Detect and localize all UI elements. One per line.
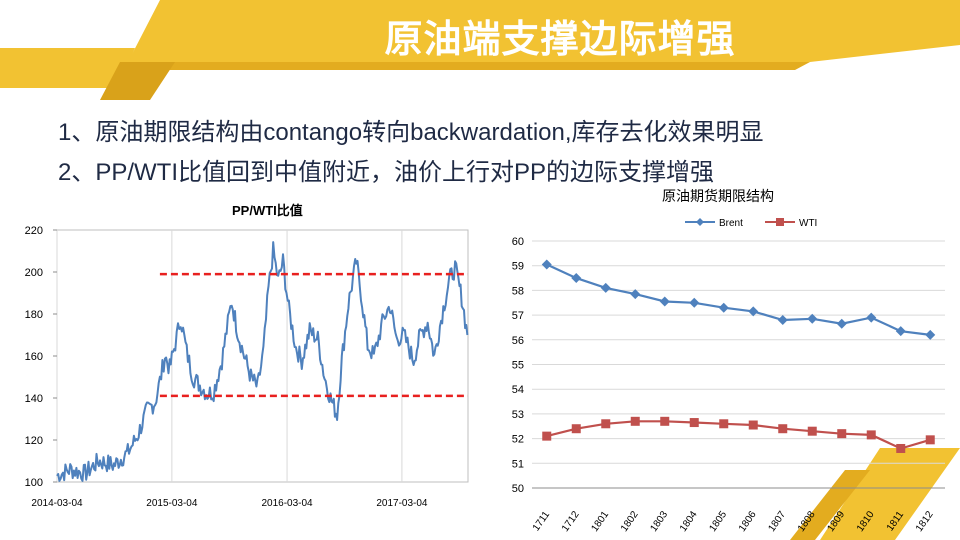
- pp-wti-series-line: [56, 241, 469, 482]
- data-point: [748, 420, 758, 430]
- crude-futures-curve-chart: 50 51 52 53 54 55 56 57 58 59 60 1711 1712 1801 1802 18…: [512, 218, 945, 534]
- x-tick-label: 1805: [707, 509, 729, 534]
- data-point: [630, 289, 641, 300]
- x-tick-label: 1807: [766, 509, 788, 534]
- y-tick-label: 51: [512, 458, 524, 470]
- x-tick-label: 1802: [619, 509, 641, 534]
- data-point: [689, 418, 699, 428]
- data-point: [837, 429, 847, 439]
- data-point: [777, 315, 788, 326]
- legend-marker: [776, 218, 784, 226]
- data-point: [630, 416, 640, 426]
- x-tick-label: 1801: [589, 509, 611, 534]
- x-tick-label: 1712: [560, 509, 582, 534]
- data-point: [925, 435, 935, 445]
- x-tick-label: 2015-03-04: [146, 498, 198, 509]
- y-tick-label: 100: [25, 477, 43, 489]
- data-point: [895, 326, 906, 337]
- x-tick-label: 1811: [885, 509, 907, 533]
- title-banner-shadow: [124, 62, 810, 70]
- y-tick-label: 60: [512, 236, 524, 248]
- data-point: [718, 302, 729, 313]
- x-tick-label: 2014-03-04: [31, 498, 83, 509]
- data-point: [836, 318, 847, 329]
- x-tick-label: 1803: [648, 509, 670, 534]
- y-tick-label: 56: [512, 335, 524, 347]
- y-tick-label: 120: [25, 435, 43, 447]
- legend-label: WTI: [799, 218, 817, 229]
- x-tick-label: 1812: [914, 509, 936, 534]
- y-tick-label: 53: [512, 409, 524, 421]
- bullet-point-1: 1、原油期限结构由contango转向backwardation,库存去化效果明…: [58, 119, 764, 146]
- data-point: [778, 424, 788, 434]
- y-tick-label: 52: [512, 434, 524, 446]
- data-point: [600, 282, 611, 293]
- title-banner: [128, 0, 960, 62]
- y-tick-label: 57: [512, 310, 524, 322]
- x-tick-label: 1809: [825, 509, 847, 534]
- data-point: [542, 431, 552, 441]
- y-tick-label: 200: [25, 267, 43, 279]
- crude-term-chart-title: 原油期货期限结构: [662, 188, 774, 204]
- data-point: [571, 273, 582, 284]
- data-point: [925, 329, 936, 340]
- y-tick-label: 160: [25, 351, 43, 363]
- y-tick-label: 220: [25, 225, 43, 237]
- data-point: [541, 259, 552, 270]
- series-line-wti: [546, 420, 931, 450]
- legend-label: Brent: [719, 218, 743, 229]
- data-point: [866, 312, 877, 323]
- legend-marker: [696, 218, 704, 226]
- left-ribbon-fold: [100, 62, 175, 100]
- series-line-brent: [546, 263, 931, 336]
- left-ribbon: [0, 48, 135, 88]
- data-point: [896, 443, 906, 453]
- x-tick-label: 1806: [737, 509, 759, 534]
- pp-wti-chart-title: PP/WTI比值: [232, 203, 303, 218]
- y-tick-label: 54: [512, 384, 524, 396]
- data-point: [659, 296, 670, 307]
- x-tick-label: 2016-03-04: [261, 498, 313, 509]
- bullet-point-2: 2、PP/WTI比值回到中值附近，油价上行对PP的边际支撑增强: [58, 159, 715, 186]
- data-point: [866, 430, 876, 440]
- data-point: [807, 426, 817, 436]
- x-tick-label: 1804: [678, 509, 700, 534]
- y-tick-label: 55: [512, 360, 524, 372]
- data-point: [601, 419, 611, 429]
- slide-title: 原油端支撑边际增强: [384, 19, 736, 61]
- data-point: [719, 419, 729, 429]
- x-tick-label: 1808: [796, 509, 818, 534]
- x-tick-label: 1810: [855, 509, 877, 534]
- y-tick-label: 180: [25, 309, 43, 321]
- corner-stripe-1: [820, 448, 960, 540]
- pp-wti-ratio-chart: 2014-03-04 2015-03-04 2016-03-04 2017-03-04…: [25, 225, 469, 509]
- y-tick-label: 58: [512, 285, 524, 297]
- data-point: [571, 424, 581, 434]
- x-tick-label: 1711: [531, 509, 553, 533]
- data-point: [807, 313, 818, 324]
- data-point: [748, 306, 759, 317]
- y-tick-label: 50: [512, 483, 524, 495]
- data-point: [660, 416, 670, 426]
- y-tick-label: 140: [25, 393, 43, 405]
- y-tick-label: 59: [512, 261, 524, 273]
- data-point: [689, 297, 700, 308]
- x-tick-label: 2017-03-04: [376, 498, 428, 509]
